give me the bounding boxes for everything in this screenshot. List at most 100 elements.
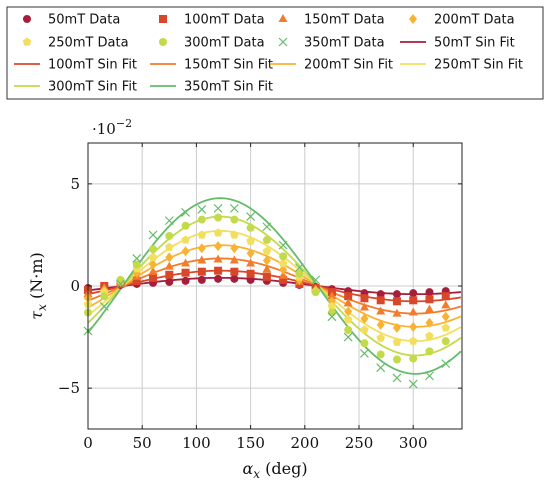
data-point-100mt-data [197, 267, 206, 276]
data-point-200mt-data [246, 248, 255, 259]
data-point-200mt-data [181, 246, 190, 257]
data-point-350mt-data [148, 230, 158, 240]
legend-label: 200mT Sin Fit [304, 58, 393, 73]
data-point-350mt-data [343, 332, 353, 342]
data-point-350mt-data [408, 379, 418, 389]
data-point-350mt-data [197, 204, 207, 214]
data-point-300mt-data [279, 252, 288, 261]
data-point-300mt-data [181, 221, 190, 230]
data-point-50mt-data [246, 275, 255, 284]
data-point-250mt-data [343, 315, 353, 324]
legend-label: 350mT Data [304, 36, 385, 51]
data-point-150mt-data [327, 291, 337, 300]
legend-label: 150mT Sin Fit [184, 58, 273, 73]
data-point-350mt-data [327, 312, 337, 322]
data-point-250mt-data [262, 246, 272, 255]
data-point-250mt-data [425, 331, 434, 340]
data-point-350mt-data [213, 203, 223, 213]
legend-marker-50mt-data [23, 15, 31, 23]
data-point-350mt-data [311, 275, 321, 285]
data-point-100mt-data [230, 267, 239, 276]
legend-entry-300mt-data: 300mT Data [159, 36, 265, 51]
data-point-300mt-data [295, 269, 304, 278]
data-point-250mt-data [181, 235, 190, 244]
data-point-150mt-data [213, 254, 223, 263]
x-tick-label: 150 [236, 434, 265, 452]
data-point-300mt-data [409, 354, 418, 363]
data-point-300mt-data [376, 350, 385, 359]
data-point-200mt-data [214, 241, 223, 252]
data-point-150mt-data [376, 306, 386, 315]
x-tick-label: 100 [182, 434, 211, 452]
data-point-200mt-data [149, 259, 158, 270]
data-point-250mt-data [197, 230, 207, 239]
legend-label: 50mT Data [48, 13, 120, 28]
data-point-350mt-data [376, 363, 386, 373]
data-point-250mt-data [327, 301, 337, 311]
y-axis-label: τx (N·m) [27, 252, 49, 319]
data-point-300mt-data [360, 339, 369, 348]
data-point-200mt-data [165, 252, 174, 263]
legend-marker-150mt-data [278, 14, 288, 22]
data-point-150mt-data [278, 270, 288, 279]
x-tick-label: 50 [133, 434, 152, 452]
data-point-100mt-data [279, 275, 288, 284]
data-point-300mt-data [100, 292, 109, 301]
legend-label: 150mT Data [304, 13, 385, 28]
legend-marker-100mt-data [159, 15, 167, 23]
data-point-150mt-data [408, 307, 418, 316]
data-point-100mt-data [360, 294, 369, 303]
legend-entry-150mt-data: 150mT Data [278, 13, 385, 28]
data-point-350mt-data [294, 263, 304, 273]
legend-label: 300mT Data [184, 36, 265, 51]
data-point-200mt-data [230, 243, 239, 254]
data-point-300mt-data [197, 215, 206, 224]
legend-label: 50mT Sin Fit [434, 36, 515, 51]
data-point-300mt-data [246, 223, 255, 232]
data-point-200mt-data [425, 317, 434, 328]
data-point-100mt-data [214, 266, 223, 275]
data-point-350mt-data [164, 216, 174, 226]
legend-label: 300mT Sin Fit [48, 80, 137, 95]
data-point-150mt-data [197, 255, 207, 264]
data-point-350mt-data [246, 212, 256, 221]
data-point-100mt-data [425, 295, 434, 304]
data-point-150mt-data [148, 266, 158, 275]
data-point-350mt-data [132, 253, 142, 263]
legend-label: 100mT Sin Fit [48, 58, 137, 73]
data-point-150mt-data [262, 264, 272, 273]
data-point-300mt-data [165, 231, 174, 240]
data-point-100mt-data [149, 273, 158, 282]
data-point-100mt-data [132, 276, 141, 285]
data-point-200mt-data [360, 313, 369, 324]
legend-label: 350mT Sin Fit [184, 80, 273, 95]
data-point-350mt-data [99, 302, 109, 311]
x-tick-label: 0 [83, 434, 93, 452]
data-point-350mt-data [392, 373, 402, 383]
legend-frame [6, 6, 544, 100]
legend-entry-50mt-sin-fit: 50mT Sin Fit [400, 36, 515, 51]
data-point-50mt-data [230, 274, 239, 283]
legend-marker-350mt-data [278, 37, 288, 47]
data-point-150mt-data [424, 304, 434, 313]
data-point-100mt-data [409, 296, 418, 305]
data-point-250mt-data [408, 336, 418, 345]
data-point-100mt-data [441, 292, 450, 301]
data-point-250mt-data [165, 242, 174, 251]
data-point-250mt-data [148, 252, 158, 262]
data-point-100mt-data [392, 297, 401, 306]
data-point-350mt-data [278, 240, 288, 250]
data-point-100mt-data [262, 272, 271, 281]
y-tick-label: −5 [58, 379, 80, 397]
data-point-250mt-data [376, 333, 385, 342]
data-point-100mt-data [246, 269, 255, 278]
data-point-300mt-data [311, 288, 320, 297]
data-point-350mt-data [229, 203, 239, 213]
data-point-50mt-data [392, 290, 401, 299]
x-tick-label: 300 [399, 434, 428, 452]
data-point-300mt-data [425, 347, 434, 356]
legend-marker-300mt-data [159, 38, 167, 46]
data-point-150mt-data [229, 255, 239, 264]
data-point-250mt-data [213, 228, 223, 237]
y-tick-label: 0 [70, 277, 80, 295]
